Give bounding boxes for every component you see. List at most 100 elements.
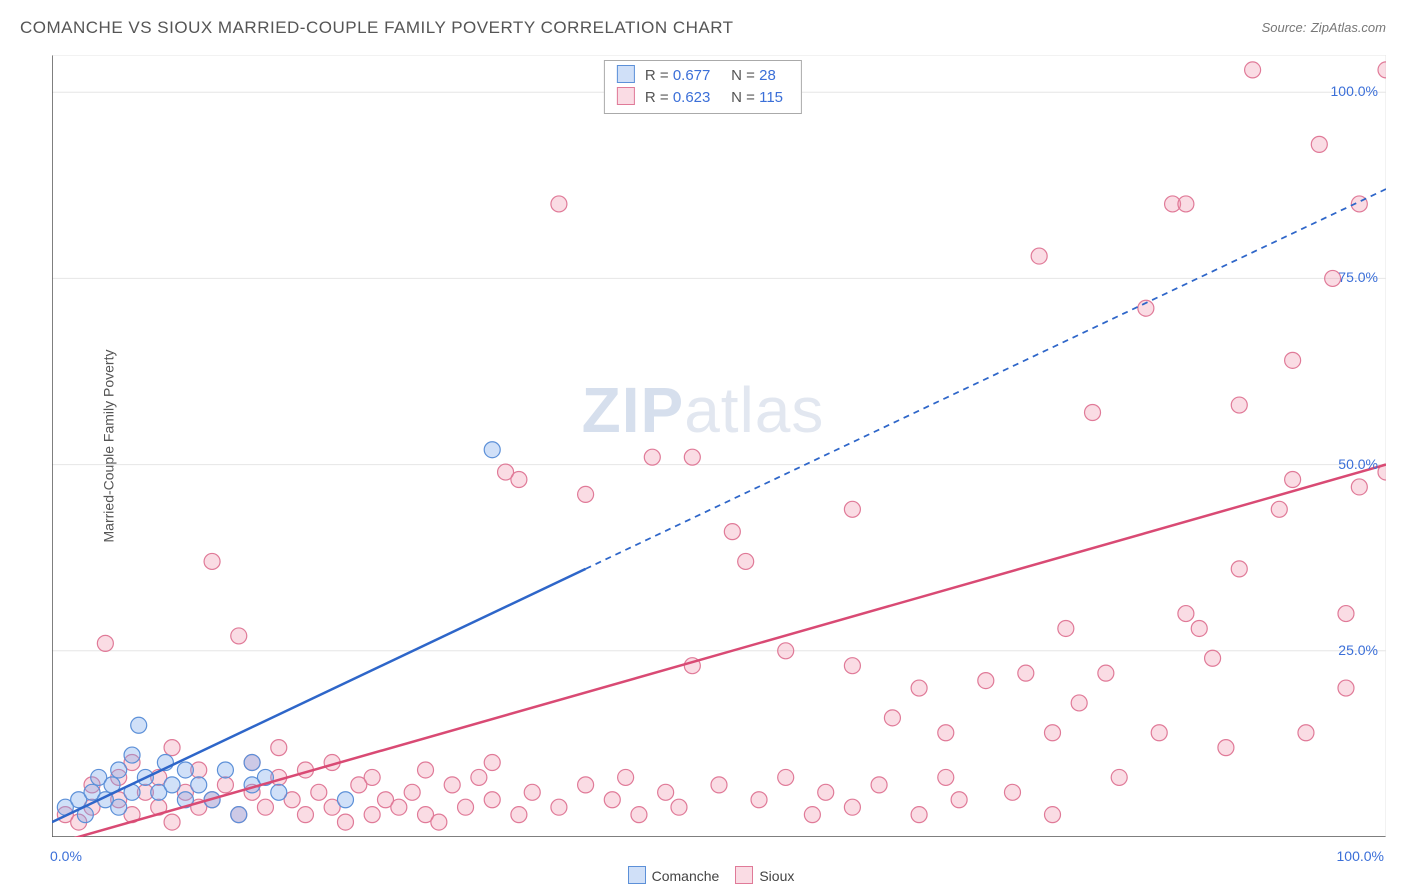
series-legend: Comanche Sioux	[0, 866, 1406, 884]
data-point	[844, 658, 860, 674]
data-point	[1285, 352, 1301, 368]
legend-series-label: Comanche	[652, 868, 720, 884]
regression-line-extrapolated	[586, 189, 1386, 569]
legend-swatch	[735, 866, 753, 884]
data-point	[1085, 404, 1101, 420]
data-point	[1071, 695, 1087, 711]
data-point	[337, 814, 353, 830]
data-point	[364, 769, 380, 785]
data-point	[1378, 62, 1386, 78]
y-tick-label: 50.0%	[1338, 456, 1378, 472]
data-point	[164, 814, 180, 830]
data-point	[191, 777, 207, 793]
data-point	[1191, 620, 1207, 636]
data-point	[684, 449, 700, 465]
legend-r-label: R =	[645, 67, 673, 84]
legend-swatch	[617, 87, 635, 105]
source: Source: ZipAtlas.com	[1262, 19, 1386, 37]
legend-row: R = 0.677 N = 28	[617, 65, 789, 87]
chart-title: COMANCHE VS SIOUX MARRIED-COUPLE FAMILY …	[20, 18, 734, 38]
data-point	[1271, 501, 1287, 517]
data-point	[418, 762, 434, 778]
data-point	[404, 784, 420, 800]
data-point	[578, 777, 594, 793]
data-point	[444, 777, 460, 793]
data-point	[271, 740, 287, 756]
data-point	[751, 792, 767, 808]
data-point	[1045, 807, 1061, 823]
data-point	[738, 553, 754, 569]
data-point	[1178, 606, 1194, 622]
legend-r-value: 0.677	[673, 65, 723, 87]
data-point	[671, 799, 687, 815]
source-label: Source:	[1262, 20, 1307, 35]
data-point	[724, 524, 740, 540]
data-point	[111, 799, 127, 815]
data-point	[124, 747, 140, 763]
data-point	[111, 762, 127, 778]
legend-n-label: N =	[731, 89, 759, 106]
data-point	[431, 814, 447, 830]
data-point	[911, 680, 927, 696]
data-point	[804, 807, 820, 823]
x-max-label: 100.0%	[1337, 848, 1384, 864]
y-tick-label: 25.0%	[1338, 642, 1378, 658]
data-point	[551, 799, 567, 815]
data-point	[484, 442, 500, 458]
data-point	[1111, 769, 1127, 785]
data-point	[1338, 606, 1354, 622]
data-point	[658, 784, 674, 800]
data-point	[458, 799, 474, 815]
data-point	[1098, 665, 1114, 681]
data-point	[604, 792, 620, 808]
data-point	[484, 755, 500, 771]
legend-r-value: 0.623	[673, 87, 723, 109]
stats-legend: R = 0.677 N = 28R = 0.623 N = 115	[604, 60, 802, 114]
data-point	[951, 792, 967, 808]
data-point	[578, 486, 594, 502]
data-point	[204, 553, 220, 569]
data-point	[524, 784, 540, 800]
data-point	[644, 449, 660, 465]
data-point	[164, 777, 180, 793]
legend-series-label: Sioux	[759, 868, 794, 884]
data-point	[978, 673, 994, 689]
data-point	[1298, 725, 1314, 741]
data-point	[884, 710, 900, 726]
legend-n-value: 115	[759, 87, 789, 109]
legend-swatch	[617, 65, 635, 83]
data-point	[1231, 561, 1247, 577]
y-tick-label: 75.0%	[1338, 269, 1378, 285]
data-point	[164, 740, 180, 756]
data-point	[257, 799, 273, 815]
data-point	[938, 725, 954, 741]
data-point	[844, 501, 860, 517]
data-point	[1285, 472, 1301, 488]
data-point	[618, 769, 634, 785]
data-point	[844, 799, 860, 815]
scatter-chart	[52, 55, 1386, 837]
data-point	[1018, 665, 1034, 681]
data-point	[1311, 136, 1327, 152]
data-point	[217, 777, 233, 793]
legend-n-label: N =	[731, 67, 759, 84]
legend-swatch	[628, 866, 646, 884]
data-point	[1058, 620, 1074, 636]
data-point	[938, 769, 954, 785]
data-point	[818, 784, 834, 800]
data-point	[1031, 248, 1047, 264]
data-point	[231, 807, 247, 823]
data-point	[778, 643, 794, 659]
data-point	[551, 196, 567, 212]
data-point	[231, 628, 247, 644]
data-point	[1338, 680, 1354, 696]
data-point	[1205, 650, 1221, 666]
data-point	[177, 762, 193, 778]
data-point	[484, 792, 500, 808]
chart-area	[52, 55, 1386, 837]
data-point	[297, 807, 313, 823]
legend-row: R = 0.623 N = 115	[617, 87, 789, 109]
data-point	[511, 472, 527, 488]
data-point	[1231, 397, 1247, 413]
data-point	[337, 792, 353, 808]
